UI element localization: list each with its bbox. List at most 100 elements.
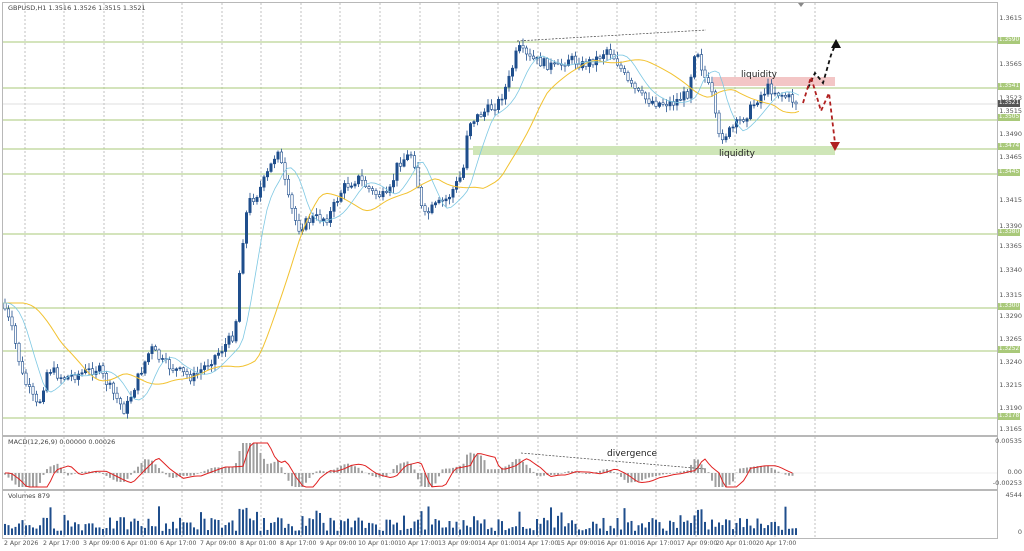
volume-bar [294,530,297,535]
candle-body [185,371,189,375]
macd-histogram-bar [154,464,157,473]
candle-body [332,201,336,212]
candle-body [206,365,210,367]
candle-body [510,67,514,77]
macd-histogram-bar [200,472,202,473]
volume-bar [119,517,122,535]
candle-body [451,189,455,198]
volume-pane[interactable]: Volumes 879 [2,490,998,539]
volume-bar [592,521,594,535]
macd-histogram-bar [560,473,563,474]
volume-bar [67,520,69,535]
macd-histogram-bar [725,473,727,487]
volume-bar [238,508,241,535]
volume-bar [599,528,601,535]
candle-body [231,335,235,342]
macd-histogram-bar [224,467,227,473]
volume-bar [634,530,636,535]
volume-bar [721,525,724,535]
macd-histogram-bar [644,473,647,479]
volume-bar [620,529,622,535]
macd-histogram-bar [74,473,76,474]
volume-bar [273,522,276,535]
volume-bar [476,520,479,535]
volume-bar [81,530,83,535]
candle-body [265,171,269,178]
volume-bar [333,520,335,535]
candle-body [633,82,637,89]
candle-body [353,183,357,187]
volume-bar [511,527,514,535]
candle-body [755,102,759,106]
candle-body [412,155,416,168]
candle-body [734,119,738,128]
macd-histogram-bar [469,452,472,473]
time-axis[interactable]: 2 Apr 2026 2 Apr 17:00 3 Apr 09:00 6 Apr… [2,539,996,551]
macd-histogram-bar [564,472,566,473]
volume-bar [651,518,654,535]
volume-bar [91,523,94,535]
volume-bar [182,522,185,535]
candle-body [272,158,276,165]
macd-histogram-bar [732,473,734,482]
macd-histogram-bar [322,471,325,473]
macd-pane[interactable]: divergence MACD(12,26,9) 0.00000 0.00026 [2,436,998,490]
candle-body [220,351,224,354]
volume-bar [613,528,615,535]
price-chart-pane[interactable]: liquidity liquidity GBPUSD,H1 1.3516 1.3… [2,2,998,436]
volume-bar [175,528,178,535]
volume-bar [364,527,367,535]
arrow-up-icon [831,39,841,48]
candle-body [168,359,172,370]
candle-body [217,352,221,356]
forecast-bearish-path [802,73,836,144]
macd-histogram-bar [287,473,290,481]
candle-body [549,62,553,70]
volume-bar [347,518,349,535]
price-axis[interactable]: 1.3615 1.3565 1.3515 1.3523 1.3490 1.346… [997,2,1024,434]
volume-bar [207,530,209,535]
volume-bar [249,518,251,535]
macd-histogram-bar [284,473,286,475]
volume-bar [49,507,52,535]
macd-histogram-bar [483,460,486,473]
macd-histogram-bar [595,472,598,473]
volume-bar [126,529,129,535]
price-tick: 1.3515 [999,107,1022,115]
candle-body [461,167,465,178]
macd-histogram-bar [228,466,230,473]
macd-histogram-bar [4,473,6,475]
macd-histogram-bar [175,473,178,478]
macd-histogram-bar [49,466,52,473]
volume-bar [56,530,59,535]
candle-body [14,325,18,344]
price-tick: 1.3215 [999,381,1022,389]
level-tag: 1.3252 [998,346,1020,353]
macd-histogram-bar [368,473,370,475]
candle-body [678,98,682,101]
level-tag: 1.3590 [998,37,1020,44]
volume-bar [256,511,258,535]
macd-histogram-bar [32,473,34,487]
macd-histogram-bar [186,473,188,476]
candle-body [521,45,525,49]
candle-body [423,205,427,212]
candle-body [252,198,256,202]
volume-bar [508,528,510,535]
time-tick: 7 Apr 09:00 [200,540,237,547]
liquidity-label-top: liquidity [741,70,778,80]
chart-shift-icon[interactable] [798,3,804,7]
macd-histogram-bar [298,473,300,487]
volume-bar [410,528,412,535]
macd-histogram-bar [756,466,759,473]
candle-body [720,133,724,141]
macd-histogram-bar [445,468,447,473]
volume-bar [46,517,48,535]
candle-body [685,91,689,99]
candle-body [496,98,500,110]
volume-bar [539,523,542,535]
candle-body [748,104,752,120]
candle-body [234,321,238,342]
candle-body [437,199,441,204]
volume-bar [683,521,685,535]
